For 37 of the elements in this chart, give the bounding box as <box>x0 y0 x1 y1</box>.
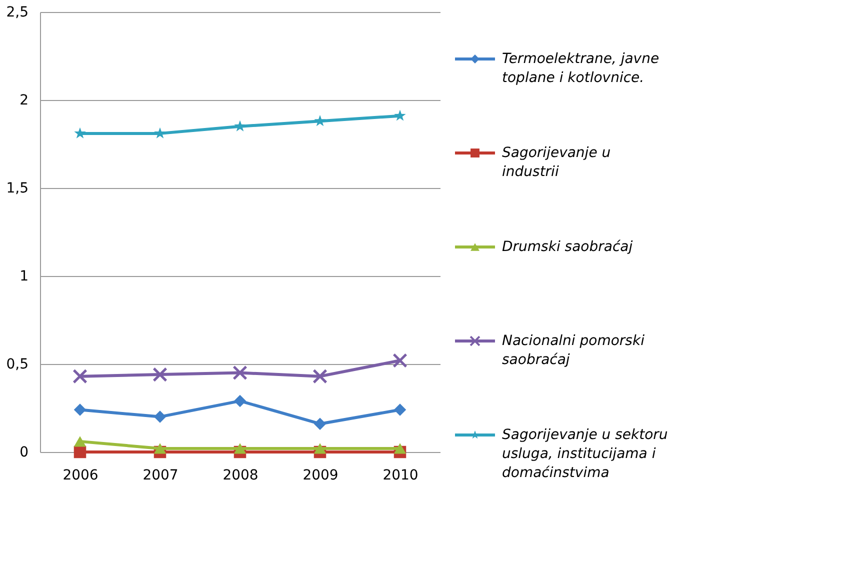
legend-label: Sagorijevanje u industrii <box>502 145 611 180</box>
point <box>74 404 86 416</box>
y-tick-label: 2,5 <box>6 4 28 20</box>
point <box>394 110 406 121</box>
point <box>314 443 326 454</box>
point <box>72 368 88 384</box>
point <box>394 404 406 416</box>
legend-label: Drumski saobraćaj <box>502 239 633 255</box>
legend-label: Nacionalni pomorski saobraćaj <box>502 333 645 368</box>
point <box>154 127 166 138</box>
y-tick-label: 0 <box>20 444 28 460</box>
legend-label: Sagorijevanje u sektoru usluga, institucijama i domaćinstvima <box>502 427 668 481</box>
point <box>394 443 406 454</box>
point <box>392 353 408 368</box>
point <box>152 367 168 382</box>
y-tick-label: 1,5 <box>6 180 28 196</box>
x-tick-label: 2006 <box>62 468 98 484</box>
point <box>154 410 166 423</box>
point <box>74 446 86 458</box>
point <box>232 365 248 380</box>
point <box>154 443 166 454</box>
point <box>234 443 246 454</box>
point <box>312 368 328 384</box>
y-tick-label: 1 <box>20 268 28 284</box>
point <box>74 436 86 447</box>
point <box>314 418 326 430</box>
y-tick-label: 0,5 <box>6 356 28 372</box>
x-tick-label: 2010 <box>382 468 418 484</box>
x-tick-label: 2007 <box>142 468 178 484</box>
legend-label: Termoelektrane, javne toplane i kotlovnice. <box>502 51 660 86</box>
point <box>234 394 246 408</box>
point <box>234 120 246 132</box>
x-tick-label: 2009 <box>302 468 338 484</box>
x-tick-label: 2008 <box>222 468 258 484</box>
y-tick-label: 2 <box>20 92 28 108</box>
point <box>314 114 326 126</box>
point <box>74 127 86 138</box>
